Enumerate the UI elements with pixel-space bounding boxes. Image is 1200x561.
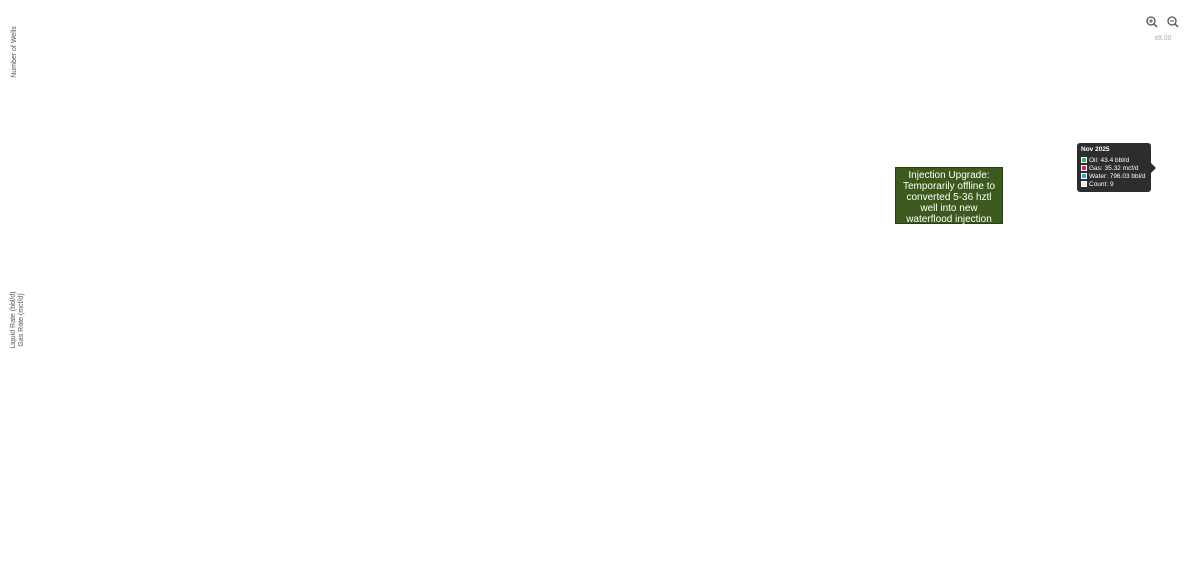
tooltip-row: Water: 796.03 bbl/d <box>1081 172 1147 180</box>
tooltip-text: Oil: 43.4 bbl/d <box>1089 156 1130 164</box>
zoom-in-icon[interactable] <box>1146 16 1156 26</box>
tooltip-swatch <box>1081 165 1087 171</box>
zoom-in-icon[interactable] <box>1153 23 1158 28</box>
y-axis-title: Liquid Rate (bbl/d) <box>10 291 17 348</box>
tooltip-swatch <box>1081 173 1087 179</box>
tooltip-title: Nov 2025 <box>1081 146 1110 153</box>
tooltip-text: Count: 9 <box>1089 180 1114 188</box>
tooltip-text: Water: 796.03 bbl/d <box>1089 172 1146 180</box>
tooltip-row: Gas: 35.32 mcf/d <box>1081 164 1147 172</box>
zoom-out-icon[interactable] <box>1167 16 1177 26</box>
zoom-level: x8.00 <box>1154 35 1171 42</box>
tooltip-row: Count: 9 <box>1081 180 1147 188</box>
y-axis-title: Number of Wells <box>11 26 18 78</box>
zoom-out-icon[interactable] <box>1174 23 1179 28</box>
tooltip-swatch <box>1081 157 1087 163</box>
annotation: Injection Upgrade: Temporarily offline t… <box>895 167 1003 236</box>
tooltip-text: Gas: 35.32 mcf/d <box>1089 164 1139 172</box>
zoom-in[interactable] <box>1146 16 1158 28</box>
tooltip-row: Oil: 43.4 bbl/d <box>1081 156 1147 164</box>
zoom-out[interactable] <box>1167 16 1179 28</box>
y-axis-title: Gas Rate (mcf/d) <box>18 293 25 346</box>
tooltip-swatch <box>1081 181 1087 187</box>
tooltip: Nov 2025 Oil: 43.4 bbl/d Gas: 35.32 mcf/d… <box>1077 143 1156 192</box>
